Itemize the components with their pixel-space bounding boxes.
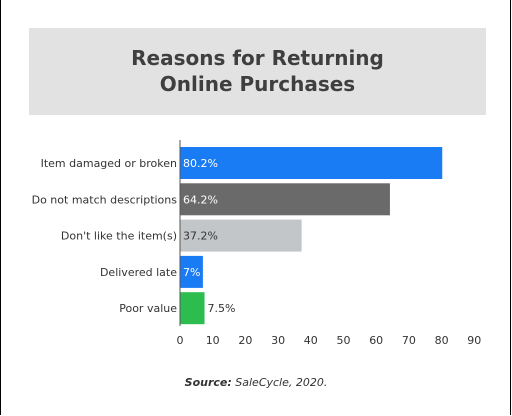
x-tick-label: 40 <box>304 334 318 347</box>
bar <box>180 147 443 179</box>
x-tick-label: 90 <box>467 334 481 347</box>
category-label: Don't like the item(s) <box>61 230 177 243</box>
data-label: 64.2% <box>183 193 218 206</box>
bar <box>180 255 203 288</box>
data-label: 7% <box>183 266 200 279</box>
category-label: Poor value <box>119 302 177 315</box>
bar <box>180 183 390 216</box>
x-tick-label: 70 <box>402 334 416 347</box>
chart-title: Reasons for Returning Online Purchases <box>131 45 384 96</box>
x-tick-label: 60 <box>369 334 383 347</box>
source-label: Source: <box>184 376 232 389</box>
data-label: 37.2% <box>183 230 218 243</box>
bar <box>180 292 205 325</box>
category-label: Item damaged or broken <box>41 157 177 170</box>
data-label: 80.2% <box>183 157 218 170</box>
source-text: SaleCycle, 2020. <box>235 376 328 389</box>
x-tick-label: 80 <box>435 334 449 347</box>
x-tick-label: 50 <box>337 334 351 347</box>
data-label: 7.5% <box>208 302 236 315</box>
x-tick-label: 30 <box>271 334 285 347</box>
x-tick-label: 20 <box>238 334 252 347</box>
x-tick-label: 0 <box>177 334 184 347</box>
title-panel: Reasons for Returning Online Purchases <box>29 28 486 115</box>
bar <box>180 219 302 252</box>
category-label: Delivered late <box>100 266 177 279</box>
category-label: Do not match descriptions <box>32 193 178 206</box>
x-tick-label: 10 <box>206 334 220 347</box>
source-note: Source: SaleCycle, 2020. <box>0 376 512 389</box>
